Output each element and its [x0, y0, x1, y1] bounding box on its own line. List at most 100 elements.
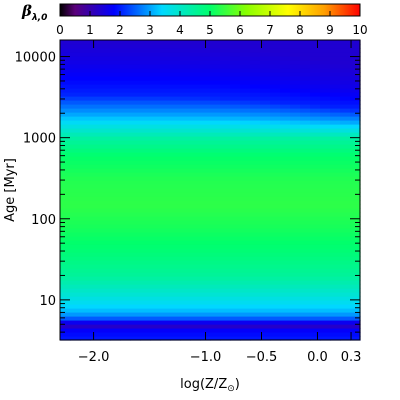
heatmap-cell	[290, 156, 301, 161]
heatmap-cell	[290, 176, 301, 181]
heatmap-cell	[240, 108, 251, 113]
heatmap-cell	[110, 292, 121, 297]
heatmap-cell	[100, 324, 111, 329]
heatmap-cell	[140, 256, 151, 261]
heatmap-cell	[340, 268, 351, 273]
heatmap-cell	[160, 88, 171, 93]
heatmap-cell	[270, 56, 281, 61]
heatmap-cell	[290, 224, 301, 229]
heatmap-cell	[150, 88, 161, 93]
heatmap-cell	[160, 324, 171, 329]
heatmap-cell	[60, 264, 71, 269]
heatmap-cell	[270, 292, 281, 297]
heatmap-cell	[270, 76, 281, 81]
heatmap-cell	[140, 76, 151, 81]
heatmap-cell	[250, 140, 261, 145]
heatmap-cell	[250, 260, 261, 265]
heatmap-cell	[330, 44, 341, 49]
heatmap-cell	[210, 272, 221, 277]
heatmap-cell	[140, 80, 151, 85]
heatmap-cell	[160, 64, 171, 69]
heatmap-cell	[300, 312, 311, 317]
heatmap-cell	[190, 292, 201, 297]
heatmap-cell	[60, 152, 71, 157]
heatmap-cell	[180, 116, 191, 121]
heatmap-cell	[60, 224, 71, 229]
heatmap-cell	[160, 304, 171, 309]
heatmap-cell	[160, 296, 171, 301]
heatmap-cell	[80, 248, 91, 253]
heatmap-cell	[140, 272, 151, 277]
heatmap-cell	[70, 304, 81, 309]
heatmap-cell	[120, 316, 131, 321]
heatmap-cell	[220, 172, 231, 177]
heatmap-cell	[130, 220, 141, 225]
heatmap-cell	[80, 260, 91, 265]
heatmap-cell	[340, 212, 351, 217]
heatmap-cell	[170, 180, 181, 185]
heatmap-cell	[320, 48, 331, 53]
heatmap-cell	[350, 324, 361, 329]
heatmap-cell	[220, 264, 231, 269]
heatmap-cell	[130, 156, 141, 161]
heatmap-cell	[250, 48, 261, 53]
heatmap-cell	[350, 244, 361, 249]
heatmap-cell	[160, 56, 171, 61]
heatmap-cell	[230, 312, 241, 317]
heatmap-cell	[340, 228, 351, 233]
heatmap-cell	[170, 276, 181, 281]
heatmap-cell	[140, 92, 151, 97]
heatmap-cell	[180, 184, 191, 189]
heatmap-cell	[110, 152, 121, 157]
heatmap-cell	[280, 296, 291, 301]
heatmap-cell	[310, 212, 321, 217]
heatmap-cell	[70, 124, 81, 129]
heatmap-cell	[150, 92, 161, 97]
heatmap-cell	[350, 264, 361, 269]
heatmap-cell	[130, 40, 141, 45]
heatmap-cell	[190, 204, 201, 209]
heatmap-cell	[140, 60, 151, 65]
heatmap-cell	[300, 228, 311, 233]
heatmap-cell	[220, 200, 231, 205]
heatmap-cell	[300, 76, 311, 81]
heatmap-cell	[190, 172, 201, 177]
heatmap-cell	[130, 320, 141, 325]
heatmap-cell	[180, 52, 191, 57]
heatmap-cell	[250, 44, 261, 49]
heatmap-cell	[140, 244, 151, 249]
heatmap-cell	[120, 44, 131, 49]
heatmap-cell	[150, 244, 161, 249]
heatmap-cell	[300, 164, 311, 169]
heatmap-cell	[130, 316, 141, 321]
heatmap-cell	[190, 136, 201, 141]
heatmap-cell	[80, 212, 91, 217]
heatmap-cell	[160, 204, 171, 209]
heatmap-cell	[100, 164, 111, 169]
heatmap-cell	[150, 152, 161, 157]
heatmap-cell	[150, 300, 161, 305]
heatmap-cell	[60, 116, 71, 121]
heatmap-cell	[220, 280, 231, 285]
heatmap-cell	[290, 240, 301, 245]
heatmap-cell	[190, 192, 201, 197]
heatmap-cell	[230, 40, 241, 45]
heatmap-cell	[320, 164, 331, 169]
heatmap-cell	[250, 160, 261, 165]
heatmap-cell	[310, 84, 321, 89]
heatmap-cell	[310, 320, 321, 325]
heatmap-cell	[140, 140, 151, 145]
heatmap-cell	[310, 40, 321, 45]
heatmap-cell	[80, 108, 91, 113]
heatmap-cell	[200, 260, 211, 265]
heatmap-cell	[110, 208, 121, 213]
heatmap-cell	[240, 228, 251, 233]
heatmap-cell	[220, 108, 231, 113]
heatmap-cell	[220, 164, 231, 169]
heatmap-cell	[200, 220, 211, 225]
heatmap-cell	[80, 192, 91, 197]
heatmap-cell	[240, 76, 251, 81]
heatmap-cell	[340, 316, 351, 321]
heatmap-cell	[170, 84, 181, 89]
